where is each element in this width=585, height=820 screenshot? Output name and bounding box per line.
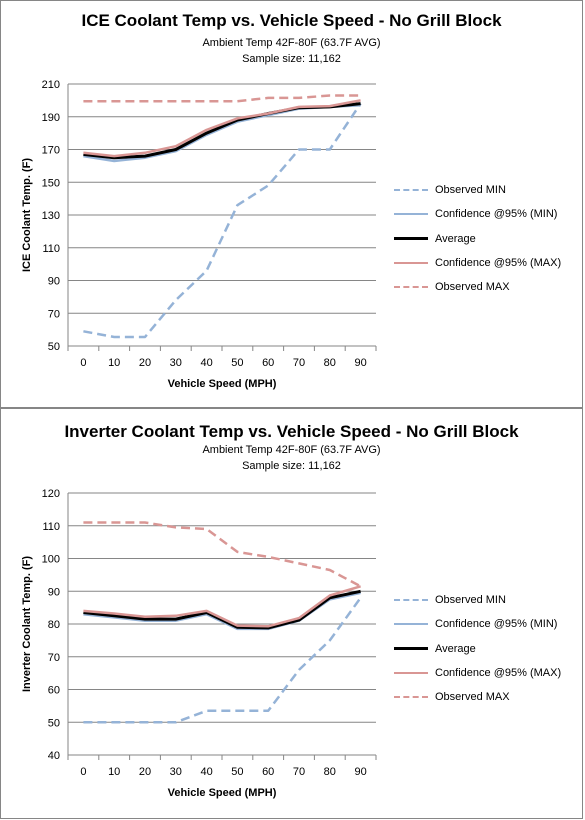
x-tick-label: 20 (139, 357, 151, 369)
x-tick-label: 0 (80, 357, 86, 369)
x-tick-label: 70 (293, 357, 305, 369)
legend-label: Average (435, 642, 476, 655)
legend-swatch (394, 599, 428, 602)
x-tick-label: 80 (324, 766, 336, 778)
y-tick-label: 80 (48, 619, 60, 631)
x-axis-label: Vehicle Speed (MPH) (168, 787, 277, 799)
y-tick-label: 90 (48, 586, 60, 598)
legend-item: Observed MIN (394, 588, 561, 612)
legend-swatch (394, 286, 428, 289)
series-line-confidence-95-min (83, 104, 361, 163)
x-tick-label: 0 (80, 766, 86, 778)
series-line-confidence-95-max (83, 585, 361, 628)
y-tick-label: 70 (48, 308, 60, 320)
y-tick-label: 120 (42, 488, 60, 500)
legend-item: Confidence @95% (MAX) (394, 661, 561, 685)
legend-swatch (394, 189, 428, 192)
y-tick-label: 60 (48, 685, 60, 697)
series-line-observed-min (83, 597, 362, 724)
x-tick-label: 90 (354, 357, 366, 369)
legend-label: Confidence @95% (MAX) (435, 667, 562, 680)
x-tick-label: 80 (324, 357, 336, 369)
legend-label: Observed MAX (435, 691, 510, 704)
ice-coolant-chart: ICE Coolant Temp vs. Vehicle Speed - No … (0, 0, 583, 408)
y-axis-label: ICE Coolant Temp. (F) (21, 158, 33, 272)
sample-size: Sample size: 11,162 (242, 460, 341, 472)
legend-label: Confidence @95% (MAX) (435, 257, 562, 270)
y-axis-label: Inverter Coolant Temp. (F) (21, 556, 33, 692)
legend-swatch (394, 696, 428, 699)
x-tick-label: 30 (170, 357, 182, 369)
x-tick-label: 40 (200, 766, 212, 778)
x-tick-label: 70 (293, 766, 305, 778)
legend-label: Confidence @95% (MIN) (435, 618, 558, 631)
x-axis-label: Vehicle Speed (MPH) (168, 378, 277, 390)
y-tick-label: 150 (42, 177, 60, 189)
y-tick-label: 40 (48, 750, 60, 762)
legend-item: Average (394, 227, 561, 251)
chart-legend: Observed MIN Confidence @95% (MIN) Average… (394, 178, 561, 299)
legend-swatch (394, 237, 428, 241)
x-tick-label: 10 (108, 766, 120, 778)
series-line-observed-max (83, 94, 361, 103)
sample-size: Sample size: 11,162 (242, 53, 341, 65)
legend-label: Observed MIN (435, 594, 506, 607)
x-tick-label: 50 (231, 766, 243, 778)
series-line-confidence-95-max (83, 99, 361, 158)
y-tick-label: 110 (42, 521, 60, 533)
legend-item: Observed MIN (394, 178, 561, 202)
inverter-coolant-chart: Inverter Coolant Temp vs. Vehicle Speed … (0, 408, 583, 819)
x-tick-label: 30 (170, 766, 182, 778)
legend-item: Observed MAX (394, 275, 561, 299)
legend-swatch (394, 647, 428, 651)
chart-subtitle: Ambient Temp 42F-80F (63.7F AVG) (202, 444, 381, 456)
series-line-observed-min (83, 102, 362, 339)
y-tick-label: 90 (48, 276, 60, 288)
legend-label: Observed MIN (435, 184, 506, 197)
y-tick-label: 170 (42, 145, 60, 157)
legend-swatch (394, 213, 428, 216)
x-tick-label: 90 (354, 766, 366, 778)
x-tick-label: 20 (139, 766, 151, 778)
legend-swatch (394, 672, 428, 675)
legend-label: Average (435, 232, 476, 245)
legend-swatch (394, 262, 428, 265)
ice-plot-area: 50 70 90 110 130 150 170 190 210 0 10 20 30 40 50 60 70 8… (21, 79, 377, 390)
series-line-observed-max (83, 521, 362, 588)
legend-item: Average (394, 637, 561, 661)
y-tick-label: 50 (48, 341, 60, 353)
y-tick-label: 50 (48, 717, 60, 729)
series-line-average (83, 589, 361, 630)
x-tick-label: 10 (108, 357, 120, 369)
chart-title: Inverter Coolant Temp vs. Vehicle Speed … (64, 422, 519, 441)
chart-title: ICE Coolant Temp vs. Vehicle Speed - No … (81, 11, 502, 30)
x-tick-label: 60 (262, 357, 274, 369)
x-tick-label: 50 (231, 357, 243, 369)
legend-label: Observed MAX (435, 281, 510, 294)
inverter-plot-area: 40 50 60 70 80 90 100 110 120 0 10 20 30 40 50 60 70 80 90… (21, 488, 377, 799)
chart-subtitle: Ambient Temp 42F-80F (63.7F AVG) (202, 37, 381, 49)
legend-swatch (394, 623, 428, 626)
x-tick-label: 60 (262, 766, 274, 778)
legend-label: Confidence @95% (MIN) (435, 208, 558, 221)
y-tick-label: 110 (42, 243, 60, 255)
chart-legend: Observed MIN Confidence @95% (MIN) Average… (394, 588, 561, 709)
legend-item: Confidence @95% (MAX) (394, 251, 561, 275)
x-tick-label: 40 (200, 357, 212, 369)
legend-item: Confidence @95% (MIN) (394, 612, 561, 636)
legend-item: Confidence @95% (MIN) (394, 202, 561, 226)
y-tick-label: 100 (42, 554, 60, 566)
y-tick-label: 130 (42, 210, 60, 222)
legend-item: Observed MAX (394, 685, 561, 709)
y-tick-label: 190 (42, 112, 60, 124)
y-tick-label: 70 (48, 652, 60, 664)
y-tick-label: 210 (42, 79, 60, 91)
